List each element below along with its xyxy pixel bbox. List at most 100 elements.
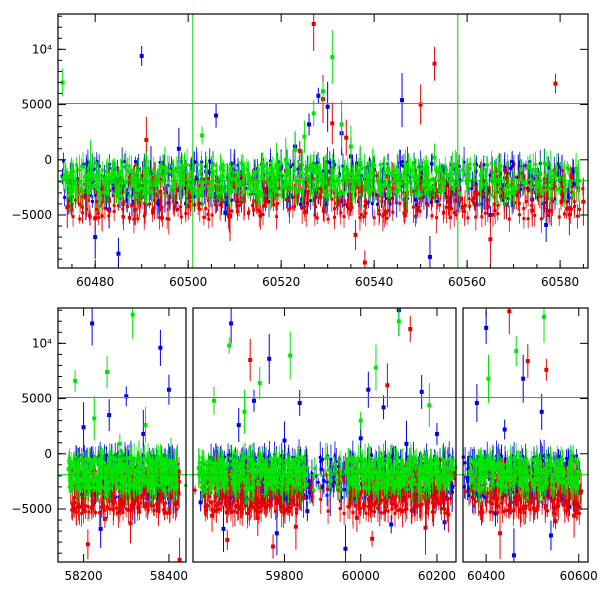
cloud-point [100,175,104,179]
cloud-point [473,165,477,169]
cloud-point [533,213,537,217]
cloud-point [241,167,245,171]
cloud-point [382,163,386,167]
cloud-point [105,456,109,460]
cloud-point [292,195,296,199]
data-point [60,80,65,85]
cloud-point [218,189,222,193]
cloud-point [85,460,89,464]
cloud-point [287,168,291,172]
cloud-point [71,215,75,219]
cloud-point [466,164,470,168]
cloud-point [315,176,319,180]
cloud-point [261,480,265,484]
cloud-point [509,190,513,194]
cloud-point [148,184,152,188]
cloud-point [570,185,574,189]
cloud-point [111,174,115,178]
cloud-point [94,172,98,176]
cloud-point [179,215,183,219]
cloud-point [429,193,433,197]
cloud-point [220,197,224,201]
cloud-point [338,200,342,204]
cloud-point [300,197,304,201]
cloud-point [71,167,75,171]
cloud-point [455,198,459,202]
cloud-point [359,190,363,194]
cloud-point [484,183,488,187]
data-point [548,175,553,180]
cloud-point [90,164,94,168]
cloud-point [536,195,540,199]
cloud-point [384,182,388,186]
cloud-point [386,189,390,193]
data-point [198,500,203,505]
cloud-point [373,188,377,192]
cloud-point [346,167,350,171]
cloud-point [567,167,571,171]
cloud-point [252,208,256,212]
cloud-point [551,174,555,178]
cloud-point [448,216,452,220]
cloud-point [382,212,386,216]
cloud-point [562,176,566,180]
cloud-point [365,202,369,206]
cloud-point [415,206,419,210]
y-tick-label: 0 [44,153,52,167]
cloud-point [472,162,476,166]
cloud-point [546,197,550,201]
data-point [158,189,163,194]
cloud-point [285,198,289,202]
cloud-point [483,195,487,199]
cloud-point [452,184,456,188]
cloud-point [458,192,462,196]
cloud-point [242,180,246,184]
cloud-point [434,188,438,192]
cloud-point [444,168,448,172]
cloud-point [78,202,82,206]
cloud-point [355,171,359,175]
x-tick-label: 60480 [76,275,114,289]
cloud-point [230,177,234,181]
cloud-point [120,191,124,195]
cloud-point [182,164,186,168]
cloud-point [443,191,447,195]
cloud-point [430,200,434,204]
cloud-point [527,171,531,175]
cloud-point [542,206,546,210]
cloud-point [333,189,337,193]
cloud-point [256,167,260,171]
cloud-point [494,192,498,196]
cloud-point [365,184,369,188]
data-point [572,182,577,187]
cloud-point [397,188,401,192]
cloud-point [552,180,556,184]
cloud-point [246,169,250,173]
cloud-point [275,189,279,193]
data-point [93,216,98,221]
cloud-point [64,169,68,173]
cloud-point [452,167,456,171]
cloud-point [251,172,255,176]
cloud-point [70,202,74,206]
cloud-point [166,169,170,173]
cloud-point [151,209,155,213]
cloud-point [92,183,96,187]
cloud-point [451,165,455,169]
cloud-point [276,187,280,191]
cloud-point [69,204,73,208]
cloud-point [529,178,533,182]
cloud-point [402,191,406,195]
cloud-point [292,172,296,176]
cloud-point [100,214,104,218]
cloud-point [349,172,353,176]
cloud-point [296,192,300,196]
cloud-point [90,455,94,459]
cloud-point [472,177,476,181]
cloud-point [272,173,276,177]
cloud-point [285,167,289,171]
cloud-point [63,195,67,199]
cloud-point [441,188,445,192]
cloud-point [517,213,521,217]
cloud-point [89,176,93,180]
